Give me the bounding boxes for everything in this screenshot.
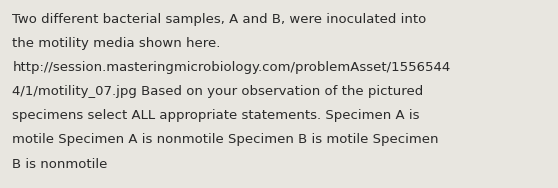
Text: the motility media shown here.: the motility media shown here. [12,37,220,50]
Text: motile Specimen A is nonmotile Specimen B is motile Specimen: motile Specimen A is nonmotile Specimen … [12,133,439,146]
Text: Two different bacterial samples, A and B, were inoculated into: Two different bacterial samples, A and B… [12,13,426,26]
Text: specimens select ALL appropriate statements. Specimen A is: specimens select ALL appropriate stateme… [12,109,420,122]
Text: 4/1/motility_07.jpg Based on your observation of the pictured: 4/1/motility_07.jpg Based on your observ… [12,85,424,98]
Text: http://session.masteringmicrobiology.com/problemAsset/1556544: http://session.masteringmicrobiology.com… [12,61,450,74]
Text: B is nonmotile: B is nonmotile [12,158,108,171]
